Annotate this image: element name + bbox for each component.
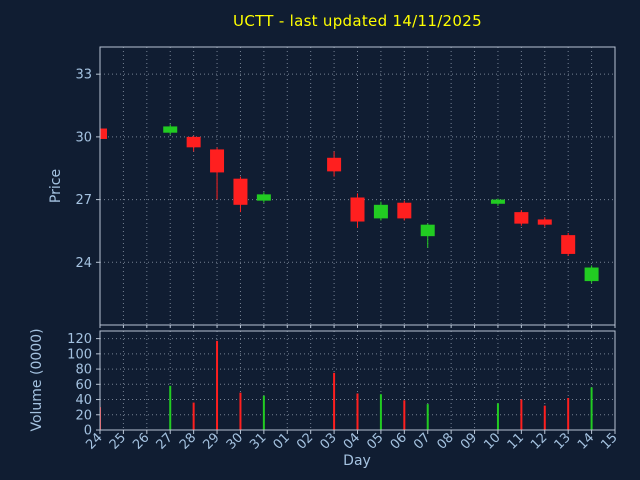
price-tick-label: 30 bbox=[75, 130, 92, 145]
day-tick-label: 10 bbox=[481, 430, 503, 452]
day-tick-label: 08 bbox=[435, 430, 457, 452]
day-axis-label: Day bbox=[343, 453, 371, 469]
day-tick-label: 04 bbox=[341, 430, 363, 452]
candle-body-day-31 bbox=[256, 194, 271, 201]
candle-body-day-27 bbox=[163, 126, 178, 133]
day-tick-label: 05 bbox=[364, 430, 386, 452]
chart-title: UCTT - last updated 14/11/2025 bbox=[233, 12, 482, 30]
volume-tick-label: 60 bbox=[75, 378, 92, 393]
day-tick-label: 25 bbox=[107, 430, 129, 452]
candle-body-day-28 bbox=[186, 136, 201, 148]
volume-layer bbox=[100, 340, 593, 430]
candle-body-day-12 bbox=[537, 219, 552, 225]
day-tick-label: 03 bbox=[317, 430, 339, 452]
volume-axis-label: Volume (0000) bbox=[29, 328, 45, 432]
day-tick-label: 09 bbox=[458, 430, 480, 452]
day-tick-label: 27 bbox=[154, 430, 176, 452]
candle-body-day-05 bbox=[373, 204, 388, 219]
day-tick-label: 01 bbox=[271, 430, 293, 452]
price-tick-label: 27 bbox=[75, 193, 92, 208]
volume-tick-label: 120 bbox=[67, 332, 92, 347]
day-tick-label: 12 bbox=[528, 430, 550, 452]
day-tick-label: 15 bbox=[598, 430, 620, 452]
candle-body-day-30 bbox=[233, 178, 248, 205]
day-tick-label: 02 bbox=[294, 430, 316, 452]
candle-body-day-24 bbox=[100, 128, 107, 139]
day-tick-label: 31 bbox=[247, 430, 269, 452]
volume-tick-label: 0 bbox=[84, 424, 92, 439]
volume-tick-label: 40 bbox=[75, 393, 92, 408]
day-tick-label: 30 bbox=[224, 430, 246, 452]
day-tick-label: 06 bbox=[388, 430, 410, 452]
candle-body-day-29 bbox=[210, 149, 225, 173]
candle-body-day-10 bbox=[490, 199, 505, 204]
candle-body-day-03 bbox=[327, 157, 342, 172]
volume-tick-label: 20 bbox=[75, 408, 92, 423]
candle-body-day-06 bbox=[397, 202, 412, 219]
candle-body-day-11 bbox=[514, 212, 529, 224]
day-tick-label: 13 bbox=[552, 430, 574, 452]
candle-body-day-04 bbox=[350, 197, 365, 222]
day-tick-label: 14 bbox=[575, 430, 597, 452]
price-axis-label: Price bbox=[48, 168, 64, 204]
volume-tick-label: 80 bbox=[75, 363, 92, 378]
day-tick-label: 26 bbox=[130, 430, 152, 452]
volume-tick-label: 100 bbox=[67, 347, 92, 362]
day-tick-label: 28 bbox=[177, 430, 199, 452]
candle-body-day-13 bbox=[561, 235, 576, 254]
candle-body-day-07 bbox=[420, 224, 435, 237]
day-tick-label: 29 bbox=[200, 430, 222, 452]
day-tick-label: 11 bbox=[505, 430, 527, 452]
price-tick-label: 24 bbox=[75, 256, 92, 271]
price-tick-label: 33 bbox=[75, 68, 92, 83]
day-tick-label: 07 bbox=[411, 430, 433, 452]
candles-layer bbox=[100, 124, 599, 284]
candle-body-day-14 bbox=[584, 267, 599, 282]
